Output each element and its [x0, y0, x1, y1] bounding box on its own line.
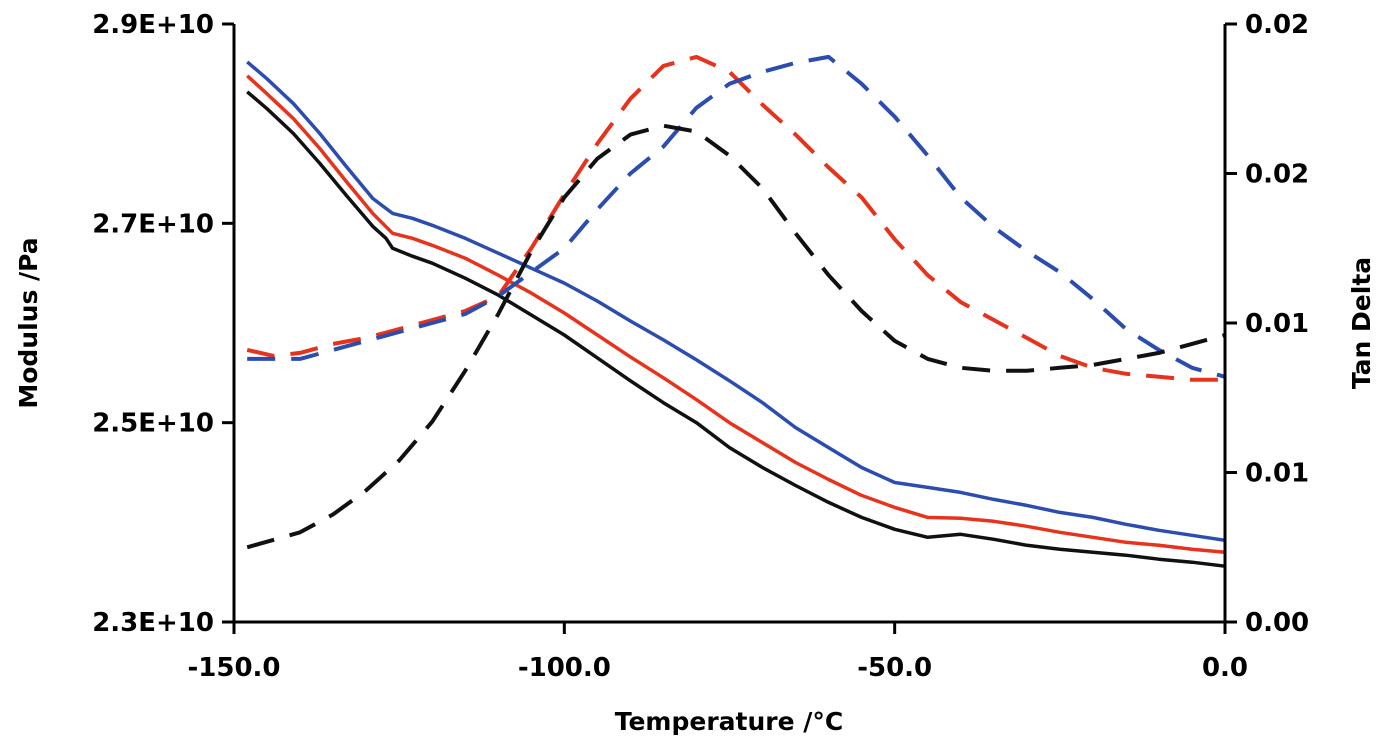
tandelta-black-line — [246, 123, 1226, 550]
ticks-layer: -150.0 -100.0 -50.0 0.0 2.3E+10 2.5E+10 2.7E+1… — [92, 10, 1309, 683]
y-tick-label: 2.3E+10 — [92, 608, 214, 638]
tandelta-red-line — [246, 54, 1225, 382]
x-tick-label: -150.0 — [187, 653, 280, 683]
y2-tick-label: 0.01 — [1245, 309, 1309, 339]
y-tick-label: 2.7E+10 — [92, 209, 214, 239]
y2-tick-label: 0.01 — [1245, 459, 1309, 489]
x-tick-label: -100.0 — [518, 653, 611, 683]
series-layer — [246, 54, 1226, 568]
y-tick-label: 2.9E+10 — [92, 10, 214, 40]
x-axis-title: Temperature /°C — [615, 707, 844, 736]
axes-layer — [232, 24, 1227, 624]
modulus-blue-line — [246, 60, 1226, 543]
modulus-red-line — [246, 74, 1226, 554]
y2-tick-label: 0.02 — [1245, 10, 1309, 40]
x-tick-label: 0.0 — [1202, 653, 1248, 683]
y2-tick-label: 0.00 — [1245, 608, 1309, 638]
y2-tick-label: 0.02 — [1245, 160, 1309, 190]
tandelta-blue-line — [247, 54, 1226, 379]
y-tick-label: 2.5E+10 — [92, 409, 214, 439]
y-axis-title: Modulus /Pa — [14, 237, 43, 408]
y2-axis-title: Tan Delta — [1347, 257, 1376, 389]
modulus-black-line — [246, 90, 1226, 568]
x-tick-label: -50.0 — [857, 653, 932, 683]
